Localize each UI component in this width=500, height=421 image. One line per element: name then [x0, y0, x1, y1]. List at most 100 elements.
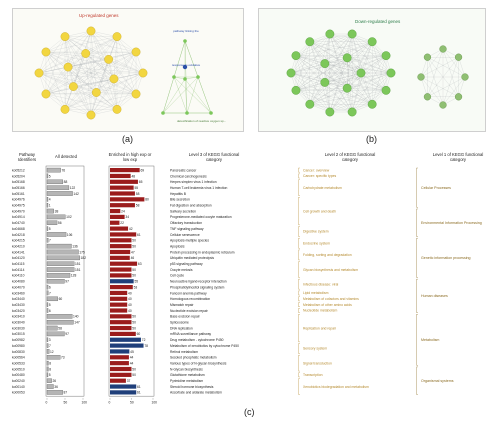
network-edge — [90, 36, 118, 116]
kegg-level2-label: Metabolism of other amino acids — [303, 303, 352, 307]
kegg-level3-label: Phosphatidylinositol signaling system — [170, 285, 225, 289]
all-detected-bar — [46, 279, 65, 284]
network-edge — [45, 78, 114, 95]
network-edge — [347, 55, 387, 58]
enriched-value: 47 — [131, 250, 135, 254]
kegg-level3-label: TNF signaling pathway — [170, 227, 204, 231]
network-edge — [68, 66, 137, 95]
enriched-bar — [110, 173, 131, 179]
triangle-node — [183, 39, 187, 43]
enriched-value: 50 — [132, 274, 136, 278]
all-detected-bar — [46, 226, 49, 231]
down-gene-node — [423, 53, 432, 61]
level2-bracket — [298, 343, 300, 354]
kegg-level3-label: Cell cycle — [170, 274, 184, 278]
enriched-bar — [110, 325, 132, 331]
enriched-value: 50 — [132, 373, 136, 377]
all-detected-bar — [46, 290, 49, 296]
enriched-value: 44 — [130, 356, 134, 360]
all-detected-value: 60 — [59, 297, 63, 301]
enriched-bar — [110, 302, 128, 307]
network-edge — [324, 63, 387, 91]
enriched-value: 63 — [138, 262, 142, 266]
kegg-level2-label: Nucleotide metabolism — [303, 309, 337, 313]
axis-tick-label: 0 — [46, 401, 48, 405]
network-edge — [64, 36, 74, 87]
axis-tick-label: 50 — [64, 401, 68, 405]
network-edge — [295, 55, 310, 105]
enriched-bar — [110, 261, 138, 266]
pathway-id: ko03040 — [12, 321, 25, 325]
enriched-bar — [110, 366, 132, 372]
network-edge — [352, 33, 362, 74]
network-edge — [420, 57, 459, 78]
enriched-bar — [110, 331, 136, 336]
network-edge — [324, 82, 353, 113]
enriched-bar — [110, 320, 132, 325]
level2-bracket — [298, 197, 300, 226]
enriched-bar — [110, 279, 134, 284]
pathway-id: ko03430 — [12, 303, 25, 307]
enriched-value: 50 — [132, 321, 136, 325]
network-edge — [372, 41, 387, 91]
level2-bracket — [298, 372, 300, 378]
enriched-bar — [110, 203, 135, 208]
enriched-bar — [110, 372, 132, 377]
network-edge — [68, 36, 118, 68]
network-edge — [73, 51, 137, 87]
header-level2: Level 2 of KEGG functional category — [324, 152, 376, 162]
all-detected-value: 1 — [49, 204, 51, 208]
triangle-node — [183, 77, 187, 81]
enriched-bar — [110, 343, 144, 348]
triangle-edge — [162, 76, 175, 114]
kegg-level2-label: Endocrine system — [303, 241, 330, 245]
level1-bracket — [416, 314, 418, 366]
triangle-node — [209, 111, 213, 115]
all-detected-bar — [46, 390, 63, 395]
all-detected-bar — [46, 243, 72, 249]
level2-bracket — [298, 249, 300, 261]
network-edge — [73, 86, 118, 110]
pathway-id: ko04914 — [12, 215, 25, 219]
enriched-value: 58 — [136, 204, 140, 208]
level2-bracket — [298, 290, 300, 296]
network-edge — [329, 33, 387, 91]
kegg-level3-label: Glutathione metabolism — [170, 373, 205, 377]
all-detected-value: 5 — [49, 174, 51, 178]
down-gene-node — [439, 45, 447, 53]
all-detected-bar — [46, 331, 65, 337]
pathway-id: ko00140 — [12, 385, 25, 389]
down-gene-node — [291, 85, 301, 95]
axis-tick-label: 100 — [152, 401, 158, 405]
network-edge — [420, 48, 444, 78]
all-detected-bar — [46, 191, 73, 196]
kegg-level2-label: Infectious disease: viral — [303, 282, 338, 286]
kegg-level2-label: Cancer: specific types — [303, 174, 336, 178]
network-edge — [45, 36, 118, 95]
network-edge — [295, 57, 348, 91]
enriched-value: 78 — [144, 344, 148, 348]
network-edge — [324, 63, 348, 89]
panel-a-network: Up-regulated genes pathway linking the r… — [12, 8, 244, 132]
down-gene-node — [347, 107, 357, 117]
network-edge — [329, 72, 362, 113]
network-edge — [64, 36, 115, 80]
network-edge — [45, 51, 97, 93]
pathway-id: ko05204 — [12, 174, 25, 178]
enriched-bar — [110, 390, 137, 395]
network-edge — [116, 51, 137, 110]
kegg-level2-label: Sensory system — [303, 347, 327, 351]
triangle-edge — [184, 76, 199, 80]
network-edge — [64, 67, 69, 110]
all-detected-bar — [46, 185, 70, 190]
network-edge — [38, 36, 118, 74]
all-detected-bar — [46, 372, 49, 378]
all-detected-bar — [46, 267, 75, 272]
all-detected-bar — [46, 232, 67, 237]
enriched-value: 80 — [145, 198, 149, 202]
enriched-value: 42 — [129, 227, 133, 231]
down-gene-node — [454, 53, 463, 61]
enriched-bar — [110, 314, 132, 319]
kegg-level2-label: Carbohydrate metabolism — [303, 186, 342, 190]
enriched-value: 40 — [128, 297, 132, 301]
